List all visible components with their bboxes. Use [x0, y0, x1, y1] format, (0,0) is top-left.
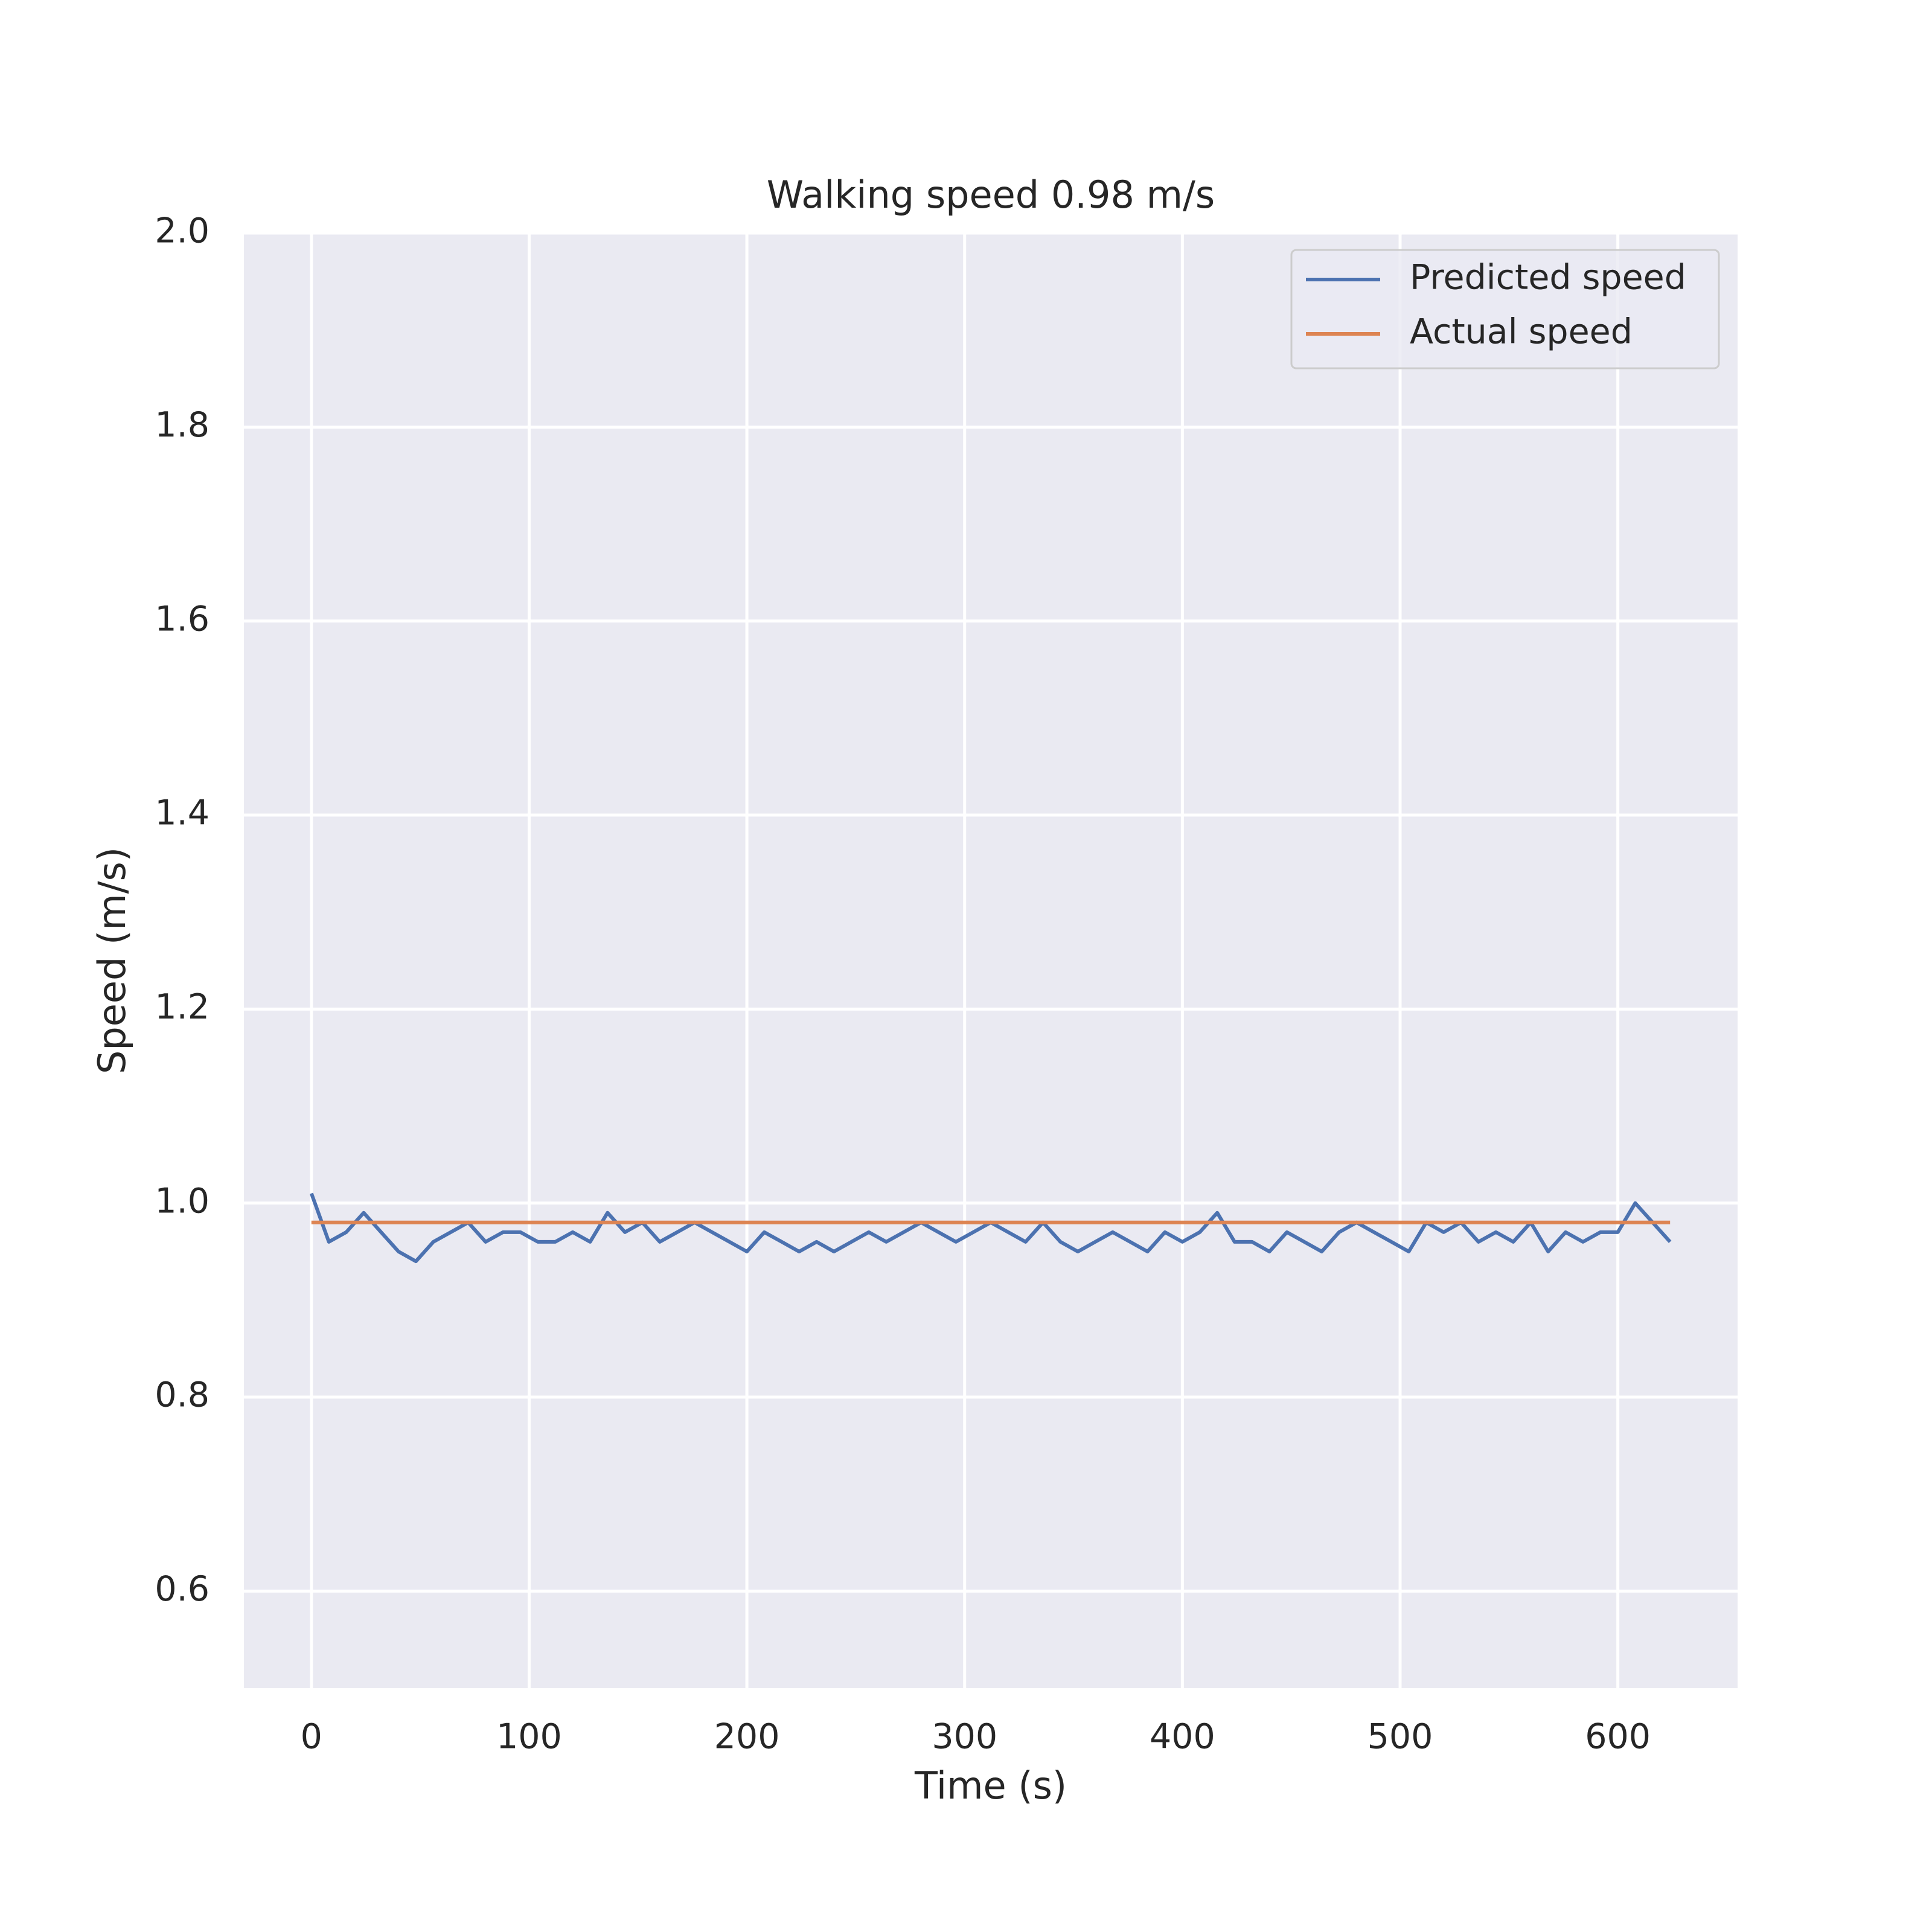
y-tick-label: 1.6 [155, 599, 210, 639]
plot-area [244, 233, 1738, 1688]
legend-box [1290, 249, 1720, 369]
y-axis-label: Speed (m/s) [90, 847, 134, 1074]
x-tick-label: 400 [1150, 1717, 1215, 1757]
x-tick-label: 0 [301, 1717, 322, 1757]
y-tick-label: 1.4 [155, 793, 210, 833]
legend-label: Actual speed [1410, 312, 1633, 352]
x-tick-label: 500 [1367, 1717, 1433, 1757]
y-tick-label: 1.8 [155, 405, 210, 445]
y-tick-label: 1.0 [155, 1181, 210, 1221]
y-tick-label: 1.2 [155, 987, 210, 1027]
x-tick-label: 600 [1585, 1717, 1651, 1757]
y-tick-label: 0.6 [155, 1569, 210, 1609]
legend-label: Predicted speed [1410, 258, 1686, 298]
x-tick-label: 200 [714, 1717, 780, 1757]
y-tick-label: 2.0 [155, 211, 210, 251]
chart-title: Walking speed 0.98 m/s [767, 173, 1215, 217]
x-axis-label: Time (s) [914, 1764, 1067, 1808]
y-tick-label: 0.8 [155, 1375, 210, 1415]
x-tick-label: 300 [932, 1717, 997, 1757]
x-tick-label: 100 [496, 1717, 562, 1757]
